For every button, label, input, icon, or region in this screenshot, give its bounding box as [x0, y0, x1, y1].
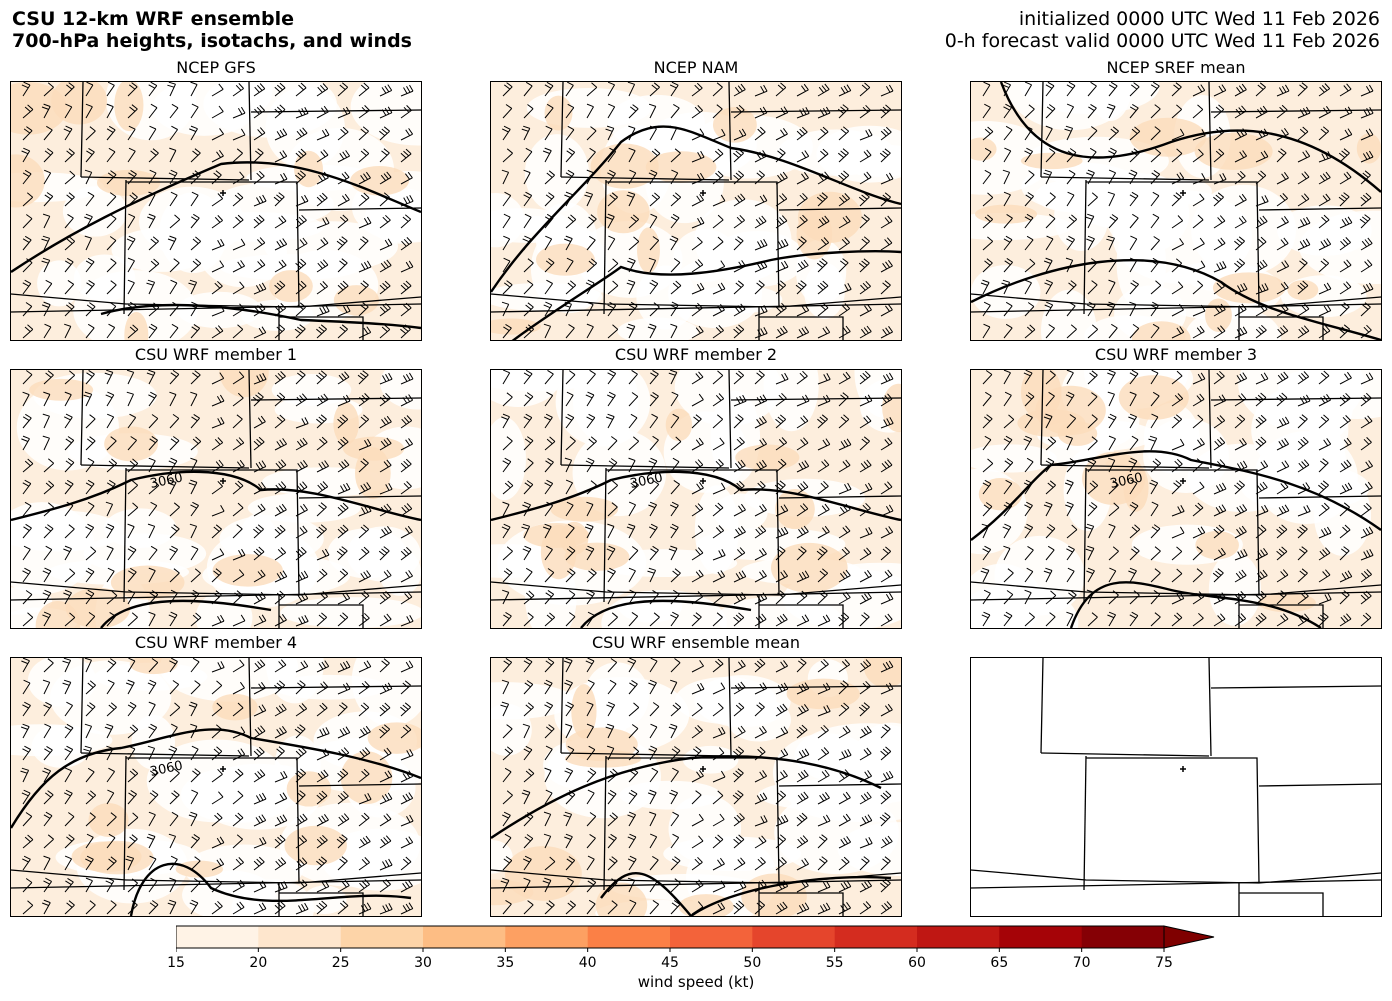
forecast-time-info: initialized 0000 UTC Wed 11 Feb 2026 0-h… [945, 8, 1380, 52]
contour-label: 3060 [149, 758, 184, 780]
colorbar-bar [175, 925, 1215, 952]
isotach-shading [11, 370, 421, 628]
height-contours [11, 470, 421, 628]
colorbar-segment [587, 926, 671, 948]
isotach-shading [971, 82, 1381, 340]
colorbar-label: wind speed (kt) [637, 973, 755, 991]
map-panel-member-1: 3060 [10, 369, 422, 629]
colorbar-segment [176, 926, 259, 948]
isotach-shading [11, 658, 421, 916]
map-panel-ensemble-mean [490, 657, 902, 917]
state-borders [11, 82, 421, 340]
panel-title-1: NCEP GFS [176, 58, 256, 77]
colorbar-tick-label: 30 [414, 955, 432, 971]
colorbar-tick-label: 45 [661, 955, 679, 971]
figure-title: CSU 12-km WRF ensemble 700-hPa heights, … [12, 8, 412, 52]
colorbar-segment [423, 926, 506, 948]
map-panel-member-4: 3060 [10, 657, 422, 917]
colorbar-tick-label: 50 [743, 955, 762, 971]
colorbar-segment [1081, 926, 1165, 948]
colorbar-segment [670, 926, 753, 948]
colorbar-segment [340, 926, 424, 948]
height-contours [491, 125, 901, 340]
colorbar-segment [999, 926, 1083, 948]
panel-title-5: CSU WRF member 2 [614, 345, 778, 364]
colorbar-tick-label: 35 [496, 955, 515, 971]
colorbar-segment [917, 926, 1000, 948]
isotach-shading [11, 82, 421, 340]
height-contours [971, 82, 1381, 340]
state-borders [971, 82, 1381, 340]
height-contours [971, 450, 1381, 628]
wind-barbs [20, 658, 414, 915]
contour-label: 3060 [149, 470, 184, 492]
state-borders [971, 370, 1381, 628]
panel-title-2: NCEP NAM [653, 58, 739, 77]
isotach-shading [971, 370, 1381, 628]
map-panel-nam [490, 81, 902, 341]
colorbar-segment [834, 926, 918, 948]
panel-title-8: CSU WRF ensemble mean [591, 633, 800, 652]
isotach-shading [491, 82, 901, 340]
state-borders [491, 658, 901, 916]
state-borders [491, 370, 901, 628]
contour-label: 3060 [1109, 470, 1144, 492]
colorbar-tick-label: 25 [331, 955, 350, 971]
state-borders [491, 82, 901, 340]
panel-title-7: CSU WRF member 4 [134, 633, 298, 652]
panel-title-6: CSU WRF member 3 [1094, 345, 1258, 364]
colorbar-tick-label: 40 [578, 955, 597, 971]
colorbar-tick-label: 15 [167, 955, 185, 971]
isotach-shading [491, 370, 901, 628]
panel-title-4: CSU WRF member 1 [134, 345, 298, 364]
colorbar-tick-label: 20 [249, 955, 268, 971]
state-borders [11, 370, 421, 628]
panel-title-3: NCEP SREF mean [1106, 58, 1246, 77]
colorbar-tick-label: 65 [990, 955, 1009, 971]
colorbar-tick-label: 75 [1155, 955, 1173, 971]
state-borders [11, 658, 421, 916]
map-panel-sref [970, 81, 1382, 341]
contour-label: 3060 [629, 470, 664, 492]
height-contours [11, 728, 421, 916]
map-panel-blank [970, 657, 1382, 917]
map-panel-member-3: 3060 [970, 369, 1382, 629]
map-panel-member-2: 3060 [490, 369, 902, 629]
map-panel-gfs [10, 81, 422, 341]
title-line-1: CSU 12-km WRF ensemble [12, 8, 294, 30]
wind-barbs [21, 370, 414, 627]
state-borders [971, 658, 1381, 916]
colorbar-tick-label: 60 [908, 955, 926, 971]
wind-barbs [501, 82, 894, 339]
colorbar-tick-label: 70 [1072, 955, 1091, 971]
height-contours [491, 470, 901, 628]
title-line-2: 700-hPa heights, isotachs, and winds [12, 30, 412, 52]
colorbar-extend-arrow [1163, 925, 1215, 949]
valid-time: 0-h forecast valid 0000 UTC Wed 11 Feb 2… [944, 30, 1380, 52]
colorbar-segment [505, 926, 589, 948]
colorbar-segment [258, 926, 342, 948]
init-time: initialized 0000 UTC Wed 11 Feb 2026 [1018, 8, 1380, 30]
colorbar: 15 20 25 30 35 40 45 50 55 60 65 70 75 wind speed (k… [167, 925, 1216, 997]
colorbar-segment [752, 926, 836, 948]
colorbar-tick-label: 55 [825, 955, 844, 971]
